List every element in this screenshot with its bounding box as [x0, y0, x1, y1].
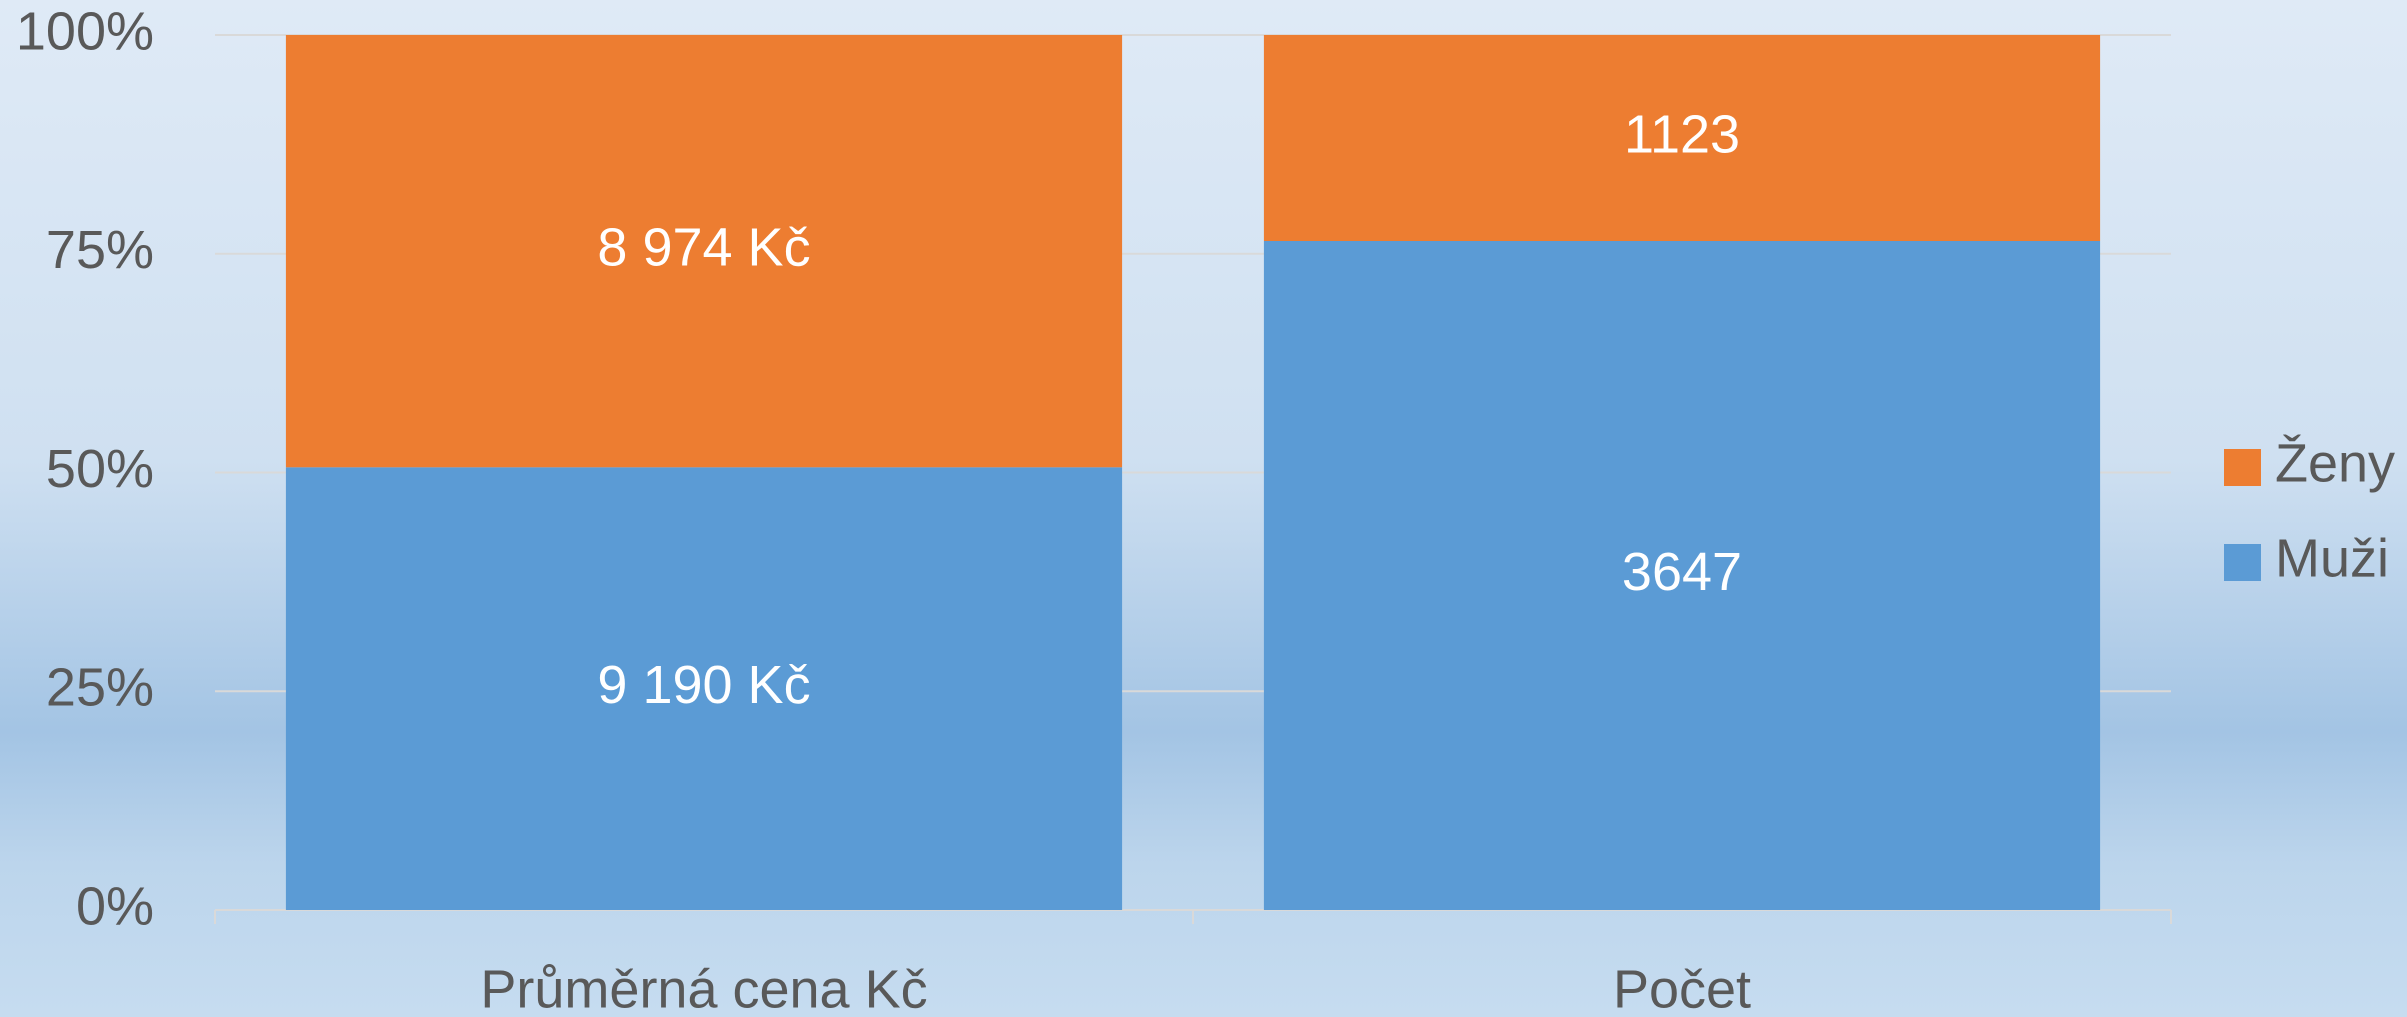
- x-tick-label: Průměrná cena Kč: [480, 959, 927, 1017]
- y-tick-label: 25%: [46, 658, 154, 718]
- x-tick-label: Počet: [1613, 959, 1751, 1017]
- legend-label: Ženy: [2275, 433, 2395, 493]
- data-label: 8 974 Kč: [597, 217, 810, 277]
- y-tick-label: 0%: [76, 876, 154, 936]
- legend-swatch: [2224, 544, 2261, 581]
- legend-label: Muži: [2275, 528, 2389, 588]
- data-label: 9 190 Kč: [597, 655, 810, 715]
- y-tick-label: 75%: [46, 220, 154, 280]
- bar-segment: [1263, 35, 2101, 242]
- data-label: 3647: [1622, 542, 1742, 602]
- bar-segment: [285, 467, 1123, 910]
- y-tick-label: 50%: [46, 439, 154, 499]
- y-tick-label: 100%: [16, 1, 154, 61]
- bar-segment: [285, 35, 1123, 468]
- bar-segment: [1263, 241, 2101, 911]
- data-label: 1123: [1624, 104, 1740, 164]
- legend-swatch: [2224, 449, 2261, 486]
